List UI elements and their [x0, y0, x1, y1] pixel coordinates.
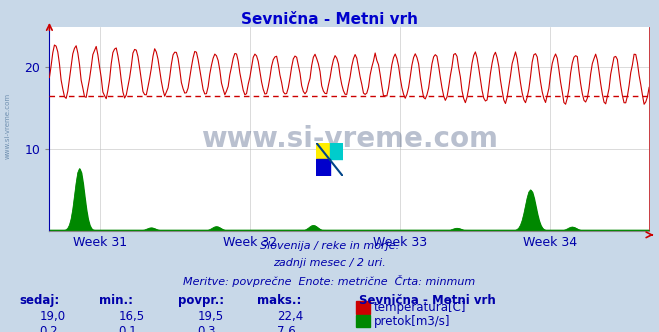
Bar — [330, 143, 343, 159]
Text: 7,6: 7,6 — [277, 325, 295, 332]
Text: povpr.:: povpr.: — [178, 294, 224, 307]
Text: www.si-vreme.com: www.si-vreme.com — [5, 93, 11, 159]
Text: Meritve: povprečne  Enote: metrične  Črta: minmum: Meritve: povprečne Enote: metrične Črta:… — [183, 275, 476, 287]
Text: zadnji mesec / 2 uri.: zadnji mesec / 2 uri. — [273, 258, 386, 268]
Text: 0,2: 0,2 — [40, 325, 58, 332]
Text: 22,4: 22,4 — [277, 310, 303, 323]
Text: 0,1: 0,1 — [119, 325, 137, 332]
Text: 19,0: 19,0 — [40, 310, 66, 323]
Text: Sevnična - Metni vrh: Sevnična - Metni vrh — [359, 294, 496, 307]
Text: 0,3: 0,3 — [198, 325, 216, 332]
Bar — [316, 143, 330, 159]
Text: 16,5: 16,5 — [119, 310, 145, 323]
Bar — [316, 159, 330, 176]
Text: min.:: min.: — [99, 294, 133, 307]
Text: 19,5: 19,5 — [198, 310, 224, 323]
Text: temperatura[C]: temperatura[C] — [374, 301, 466, 314]
Text: sedaj:: sedaj: — [20, 294, 60, 307]
Text: Sevnična - Metni vrh: Sevnična - Metni vrh — [241, 12, 418, 27]
Text: www.si-vreme.com: www.si-vreme.com — [201, 125, 498, 153]
Text: pretok[m3/s]: pretok[m3/s] — [374, 315, 450, 328]
Text: Slovenija / reke in morje.: Slovenija / reke in morje. — [260, 241, 399, 251]
Text: maks.:: maks.: — [257, 294, 301, 307]
